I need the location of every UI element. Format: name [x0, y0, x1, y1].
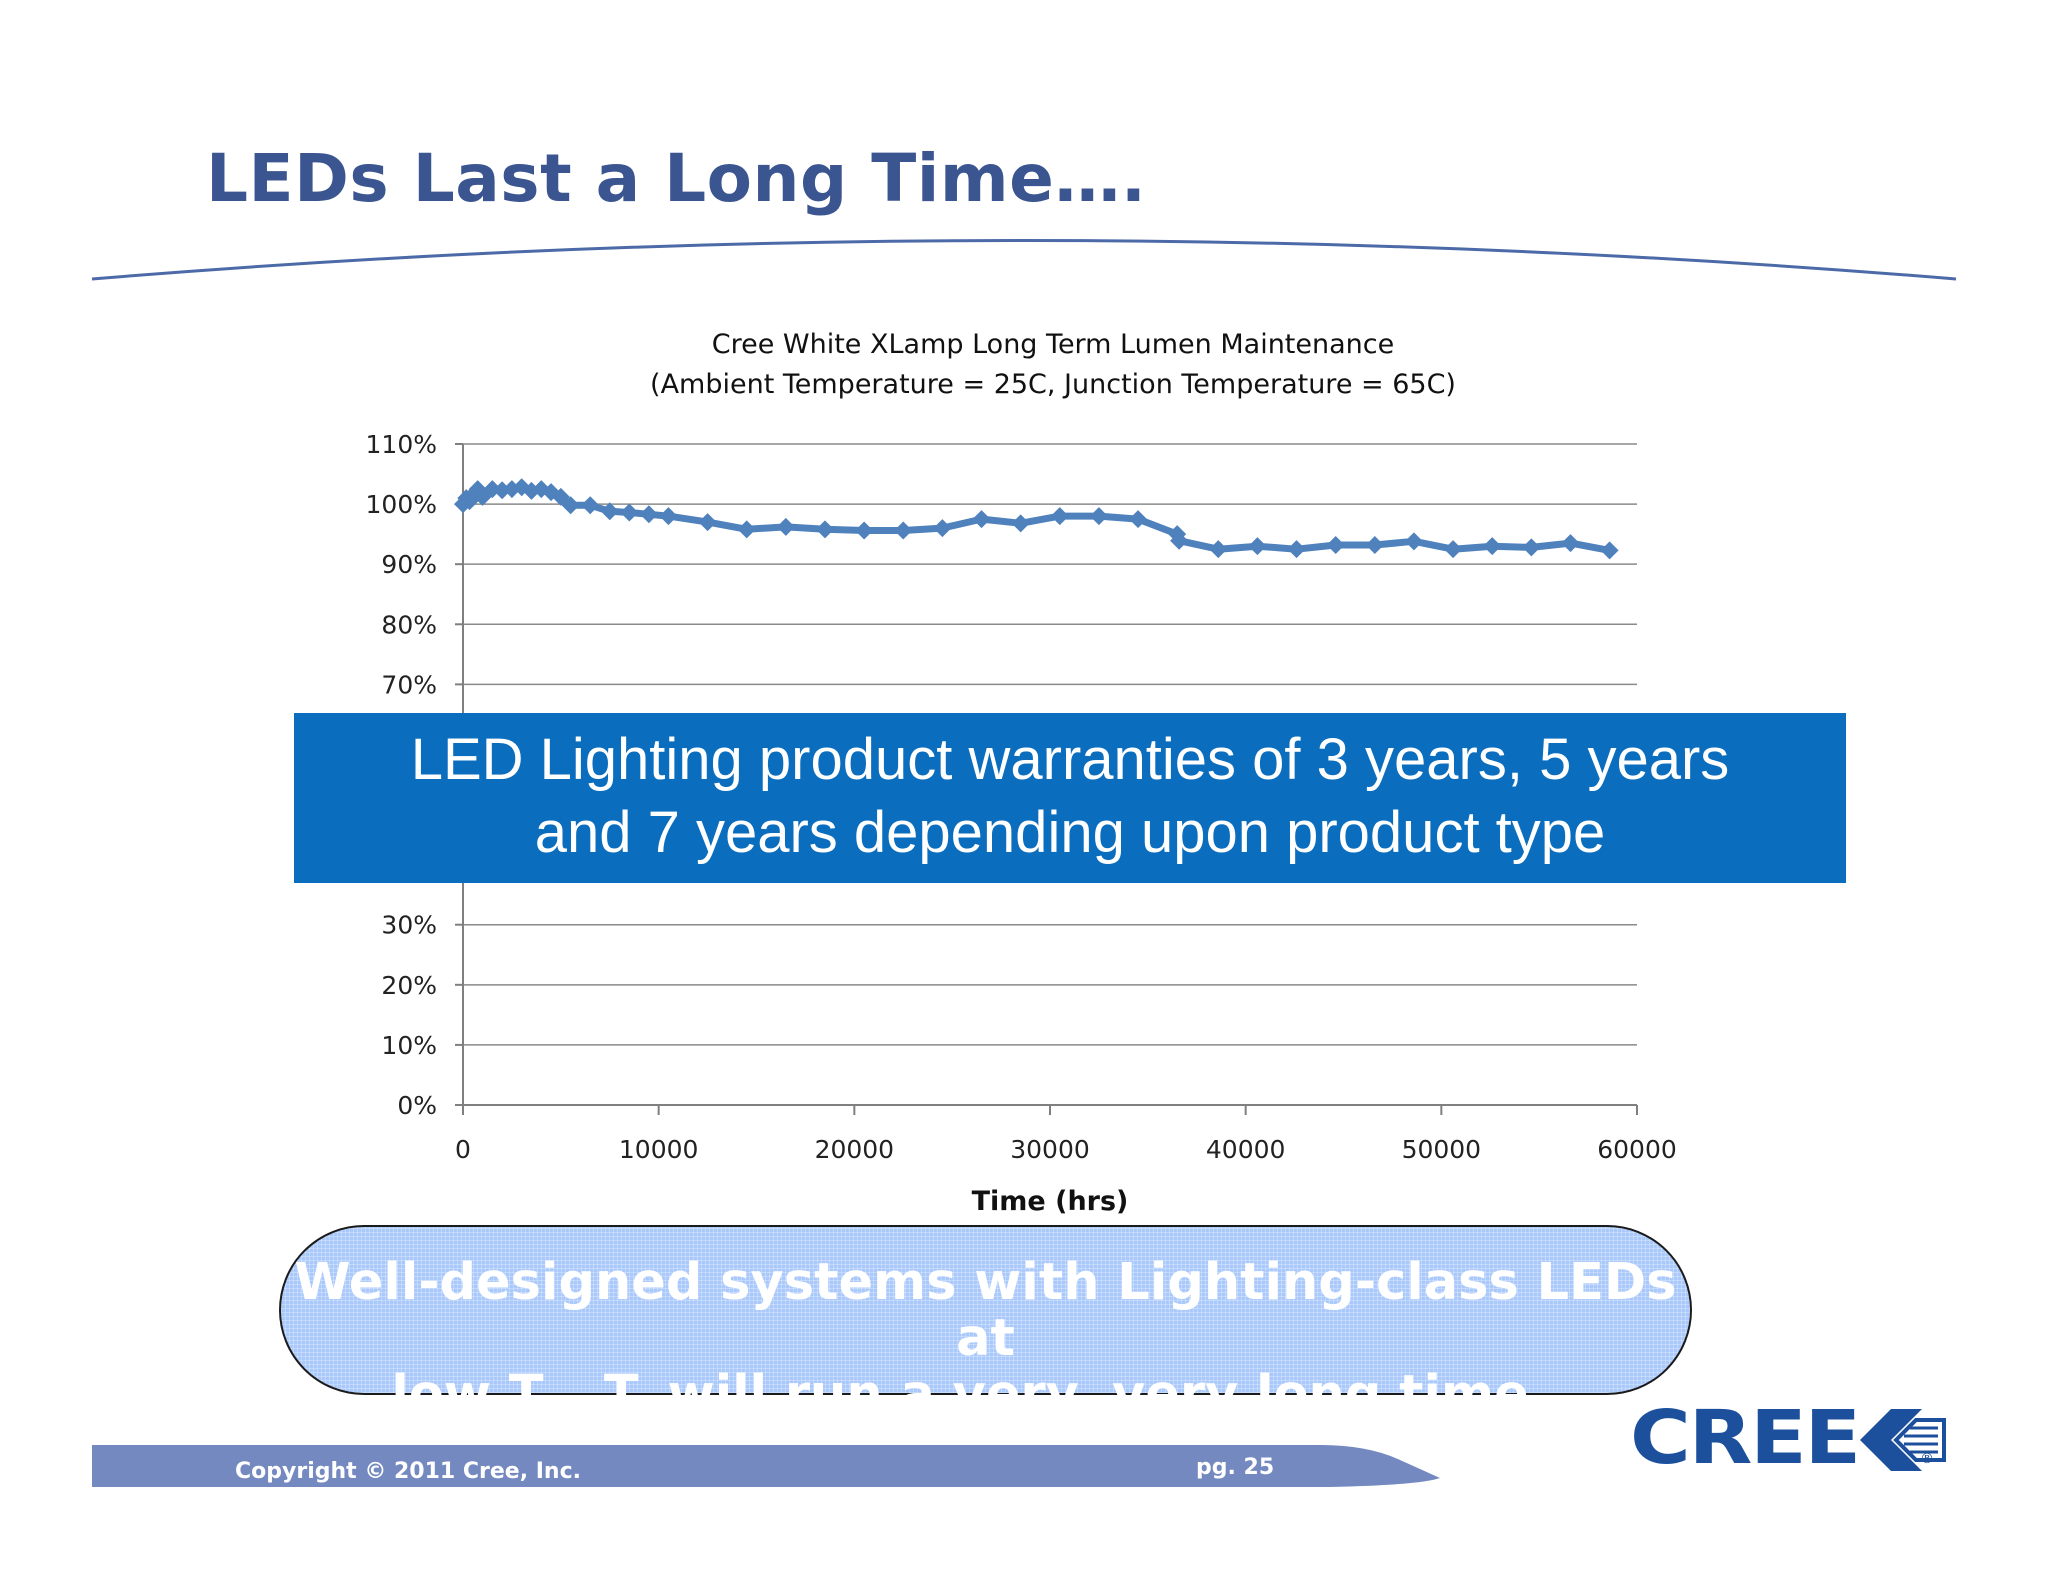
data-point-marker	[620, 503, 639, 522]
callout-line-1: Well-designed systems with Lighting-clas…	[294, 1253, 1677, 1368]
callout-text-rest: will run a very, very long time…	[649, 1365, 1580, 1424]
data-point-marker	[933, 519, 952, 538]
data-point-marker	[581, 496, 600, 515]
x-tick-label: 0	[455, 1135, 471, 1164]
y-tick-label: 0%	[397, 1091, 437, 1120]
callout-subscript-j: J	[638, 1396, 650, 1431]
callout-text-low-t: low T	[391, 1365, 544, 1424]
data-point-marker	[502, 480, 521, 499]
data-point-marker	[639, 505, 658, 524]
data-point-marker	[1404, 532, 1423, 551]
data-point-marker	[1365, 535, 1384, 554]
data-point-marker	[1561, 534, 1580, 553]
data-point-marker	[1170, 531, 1189, 550]
x-tick-label: 30000	[1010, 1135, 1090, 1164]
data-point-marker	[600, 502, 619, 521]
data-point-marker	[698, 513, 717, 532]
callout-subscript-a: A	[543, 1396, 567, 1431]
y-tick-label: 80%	[381, 610, 437, 639]
chart-title: Cree White XLamp Long Term Lumen Mainten…	[712, 329, 1394, 360]
y-tick-label: 30%	[381, 911, 437, 940]
y-tick-label: 100%	[366, 490, 437, 519]
x-tick-label: 20000	[815, 1135, 895, 1164]
data-point-marker	[1326, 535, 1345, 554]
callout-line-2: low TA, TJ will run a very, very long ti…	[281, 1365, 1690, 1429]
cree-logo: CREE ®	[1630, 1395, 1946, 1481]
y-tick-label: 70%	[381, 670, 437, 699]
warranty-banner: LED Lighting product warranties of 3 yea…	[294, 713, 1846, 883]
data-point-marker	[1089, 507, 1108, 526]
callout-bubble: Well-designed systems with Lighting-clas…	[279, 1225, 1692, 1429]
footer-page-number: pg. 25	[1196, 1455, 1275, 1480]
data-point-marker	[1011, 514, 1030, 533]
data-point-marker	[815, 520, 834, 539]
warranty-line-1: LED Lighting product warranties of 3 yea…	[410, 727, 1730, 792]
x-tick-label: 60000	[1597, 1135, 1677, 1164]
y-tick-label: 90%	[381, 550, 437, 579]
data-point-marker	[1248, 537, 1267, 556]
data-point-marker	[1600, 541, 1619, 560]
data-point-marker	[855, 521, 874, 540]
data-point-marker	[1209, 540, 1228, 559]
data-point-marker	[972, 510, 991, 529]
data-point-marker	[1287, 540, 1306, 559]
data-point-marker	[659, 507, 678, 526]
data-point-marker	[776, 517, 795, 536]
slide-title: LEDs Last a Long Time….	[206, 140, 1147, 217]
data-point-marker	[894, 521, 913, 540]
y-tick-label: 20%	[381, 971, 437, 1000]
chart-subtitle: (Ambient Temperature = 25C, Junction Tem…	[650, 369, 1456, 400]
y-tick-label: 10%	[381, 1031, 437, 1060]
x-axis-label: Time (hrs)	[972, 1186, 1129, 1217]
footer-copyright: Copyright © 2011 Cree, Inc.	[235, 1459, 581, 1484]
x-axis-tick-labels: 0 10000 20000 30000 40000 50000 60000	[455, 1105, 1677, 1164]
x-tick-label: 50000	[1402, 1135, 1482, 1164]
data-point-marker	[561, 496, 580, 515]
logo-diamond-icon	[1860, 1409, 1946, 1471]
title-divider-line	[91, 239, 1957, 281]
warranty-line-2: and 7 years depending upon product type	[534, 800, 1606, 865]
data-point-marker	[1129, 510, 1148, 529]
data-point-marker	[1444, 540, 1463, 559]
data-point-marker	[551, 487, 570, 506]
data-point-marker	[1483, 537, 1502, 556]
callout-text-t: , T	[566, 1365, 639, 1424]
data-point-marker	[1050, 507, 1069, 526]
x-tick-label: 10000	[619, 1135, 699, 1164]
x-tick-label: 40000	[1206, 1135, 1286, 1164]
data-point-marker	[1522, 538, 1541, 557]
y-tick-label: 110%	[366, 430, 437, 459]
logo-registered-mark: ®	[1920, 1451, 1934, 1467]
data-point-marker	[737, 520, 756, 539]
series-lumen-maintenance	[454, 478, 1619, 560]
logo-wordmark: CREE	[1630, 1395, 1861, 1481]
